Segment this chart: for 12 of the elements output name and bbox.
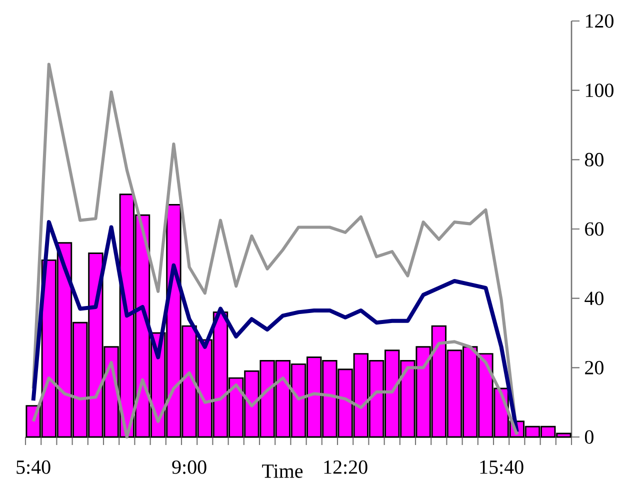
y-tick-label: 40 <box>584 292 604 306</box>
y-tick-label: 80 <box>584 152 604 166</box>
x-tick-label: 15:40 <box>480 460 524 474</box>
x-tick-label: 9:00 <box>172 460 206 474</box>
y-tick-label: 0 <box>584 430 594 444</box>
y-tick-label: 100 <box>586 84 614 98</box>
x-tick-label: 12:20 <box>324 460 368 474</box>
x-axis-title: Time <box>262 464 303 478</box>
x-tick-label: 5:40 <box>16 460 50 474</box>
y-tick-label: 20 <box>585 360 604 374</box>
y-tick-label: 120 <box>586 14 614 28</box>
y-tick-label: 60 <box>585 222 604 236</box>
